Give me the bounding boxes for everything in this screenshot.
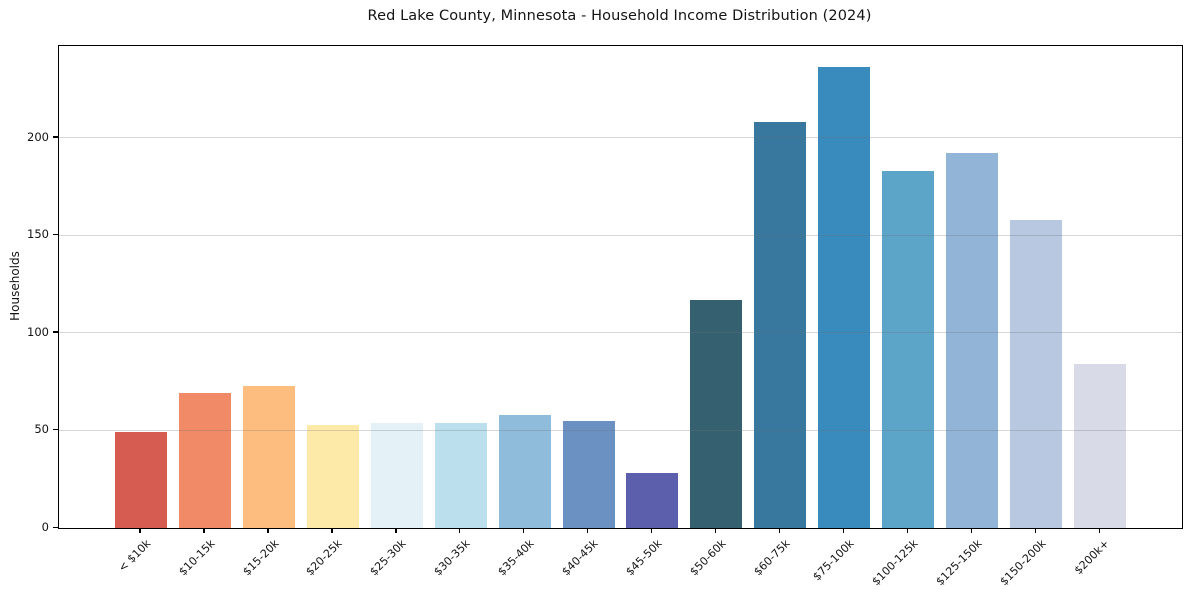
y-tick-mark [53,428,58,431]
y-axis-label: Households [8,251,22,321]
y-tick-label: 100 [27,324,49,339]
y-tick-mark [53,136,58,138]
x-tick-mark [714,528,717,534]
y-tick-mark [53,331,58,333]
bar-$50-60k [690,299,743,528]
y-tick-mark [53,233,58,236]
x-tick-mark [139,528,141,534]
y-tick-label: 50 [34,422,49,437]
bar-$20-25k [306,424,359,528]
bar-$30-35k [434,422,487,528]
x-tick-mark [1098,528,1100,534]
x-tick-mark [203,528,205,534]
y-tick-label: 150 [27,227,49,242]
bar-$25-30k [370,422,423,528]
bars-layer [59,46,1182,528]
bar-$100-125k [882,170,935,528]
x-tick-mark [778,528,781,534]
bar-$75-100k [818,67,871,528]
x-tick-mark [650,528,653,534]
bar-$40-45k [562,420,615,528]
bar-$45-50k [626,473,679,528]
x-tick-mark [395,528,397,534]
bar-$150-200k [1010,219,1063,528]
chart-title: Red Lake County, Minnesota - Household I… [367,8,872,24]
bar-$200k+ [1074,364,1127,528]
x-tick-mark [587,528,589,534]
x-tick-mark [1034,528,1036,534]
y-tick-label: 0 [41,520,49,534]
y-tick-mark [53,526,58,528]
bar-$125-150k [946,153,999,528]
bar-< $10k [114,432,167,528]
x-tick-mark [842,528,845,534]
x-tick-mark [267,528,269,534]
x-tick-mark [523,528,525,534]
x-tick-mark [970,528,972,534]
plot-area [58,45,1183,529]
bar-$10-15k [178,393,231,528]
bar-$60-75k [754,122,807,528]
x-tick-mark [459,528,461,534]
x-tick-mark [331,528,333,534]
y-tick-label: 200 [27,129,49,144]
bar-$15-20k [242,385,295,528]
x-tick-mark [906,528,909,534]
bar-$35-40k [498,414,551,528]
